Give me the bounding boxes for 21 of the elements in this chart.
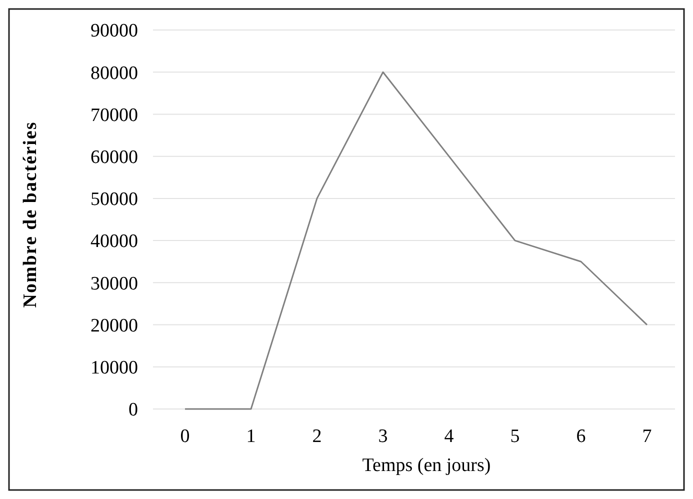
x-tick-label: 1 bbox=[246, 426, 256, 447]
x-tick-label: 2 bbox=[312, 426, 322, 447]
y-tick-label: 60000 bbox=[90, 146, 138, 168]
line-series bbox=[184, 71, 648, 410]
x-tick-label: 7 bbox=[642, 426, 652, 447]
y-tick-label: 40000 bbox=[90, 231, 138, 252]
x-tick-label: 0 bbox=[180, 426, 190, 447]
y-tick-label: 70000 bbox=[90, 104, 138, 126]
x-tick-label: 3 bbox=[378, 426, 388, 447]
y-axis-title: Nombre de bactéries bbox=[20, 121, 41, 308]
x-tick-label: 4 bbox=[444, 426, 454, 447]
y-tick-label: 10000 bbox=[90, 358, 138, 379]
y-tick-label: 50000 bbox=[90, 189, 138, 210]
y-tick-label: 90000 bbox=[90, 20, 138, 42]
y-tick-label: 0 bbox=[128, 400, 138, 421]
x-tick-label: 5 bbox=[510, 426, 520, 447]
y-tick-label: 20000 bbox=[90, 315, 138, 336]
y-tick-label: 80000 bbox=[90, 62, 138, 84]
x-axis-title: Temps (en jours) bbox=[362, 455, 491, 476]
x-tick-label: 6 bbox=[576, 426, 586, 447]
y-tick-label: 30000 bbox=[90, 273, 138, 294]
